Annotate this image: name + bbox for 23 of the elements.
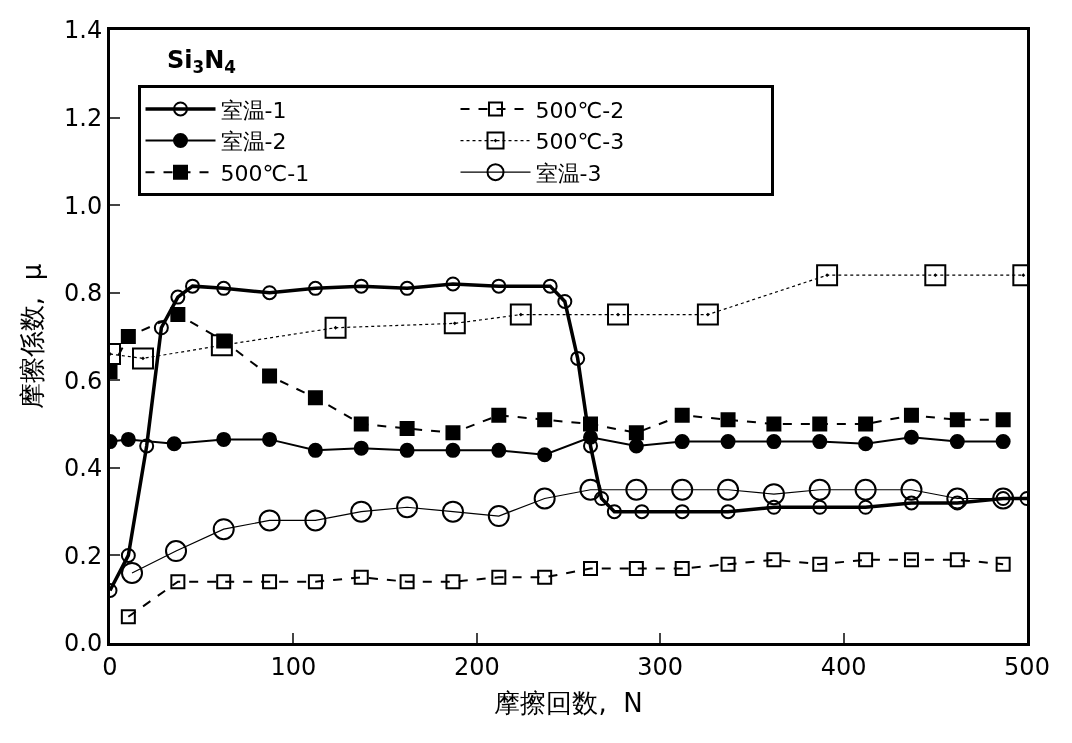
y-tick-label: 1.0 [64,191,103,220]
x-tick-label: 100 [270,652,317,681]
annotation: Si$_{3}$N$_{4}$ [167,46,236,78]
y-tick-label: 1.4 [64,16,103,45]
x-tick-label: 300 [637,652,684,681]
x-tick-label: 400 [820,652,867,681]
y-tick-label: 0.8 [64,279,103,308]
y-tick-label: 1.2 [64,103,103,132]
legend-label: 500℃-2 [535,97,625,123]
legend-label: 室温-1 [220,97,287,123]
y-tick-label: 0.0 [64,629,103,658]
legend-label: 室温-3 [535,160,602,186]
y-tick-label: 0.4 [64,454,103,483]
y-axis-title: 摩擦係数, μ [17,263,48,410]
x-tick-label: 500 [1004,652,1050,681]
legend-label: 室温-2 [220,129,287,155]
legend-label: 500℃-3 [535,129,625,155]
x-tick-label: 200 [453,652,500,681]
y-tick-label: 0.6 [64,366,103,395]
x-tick-label: 0 [102,652,118,681]
y-tick-label: 0.2 [64,541,103,570]
x-axis-title: 摩擦回数, N [494,688,643,719]
legend-label: 500℃-1 [220,160,310,186]
